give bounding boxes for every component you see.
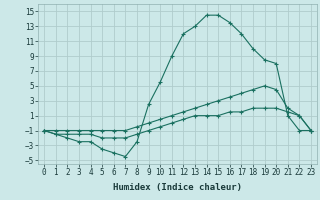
- X-axis label: Humidex (Indice chaleur): Humidex (Indice chaleur): [113, 183, 242, 192]
